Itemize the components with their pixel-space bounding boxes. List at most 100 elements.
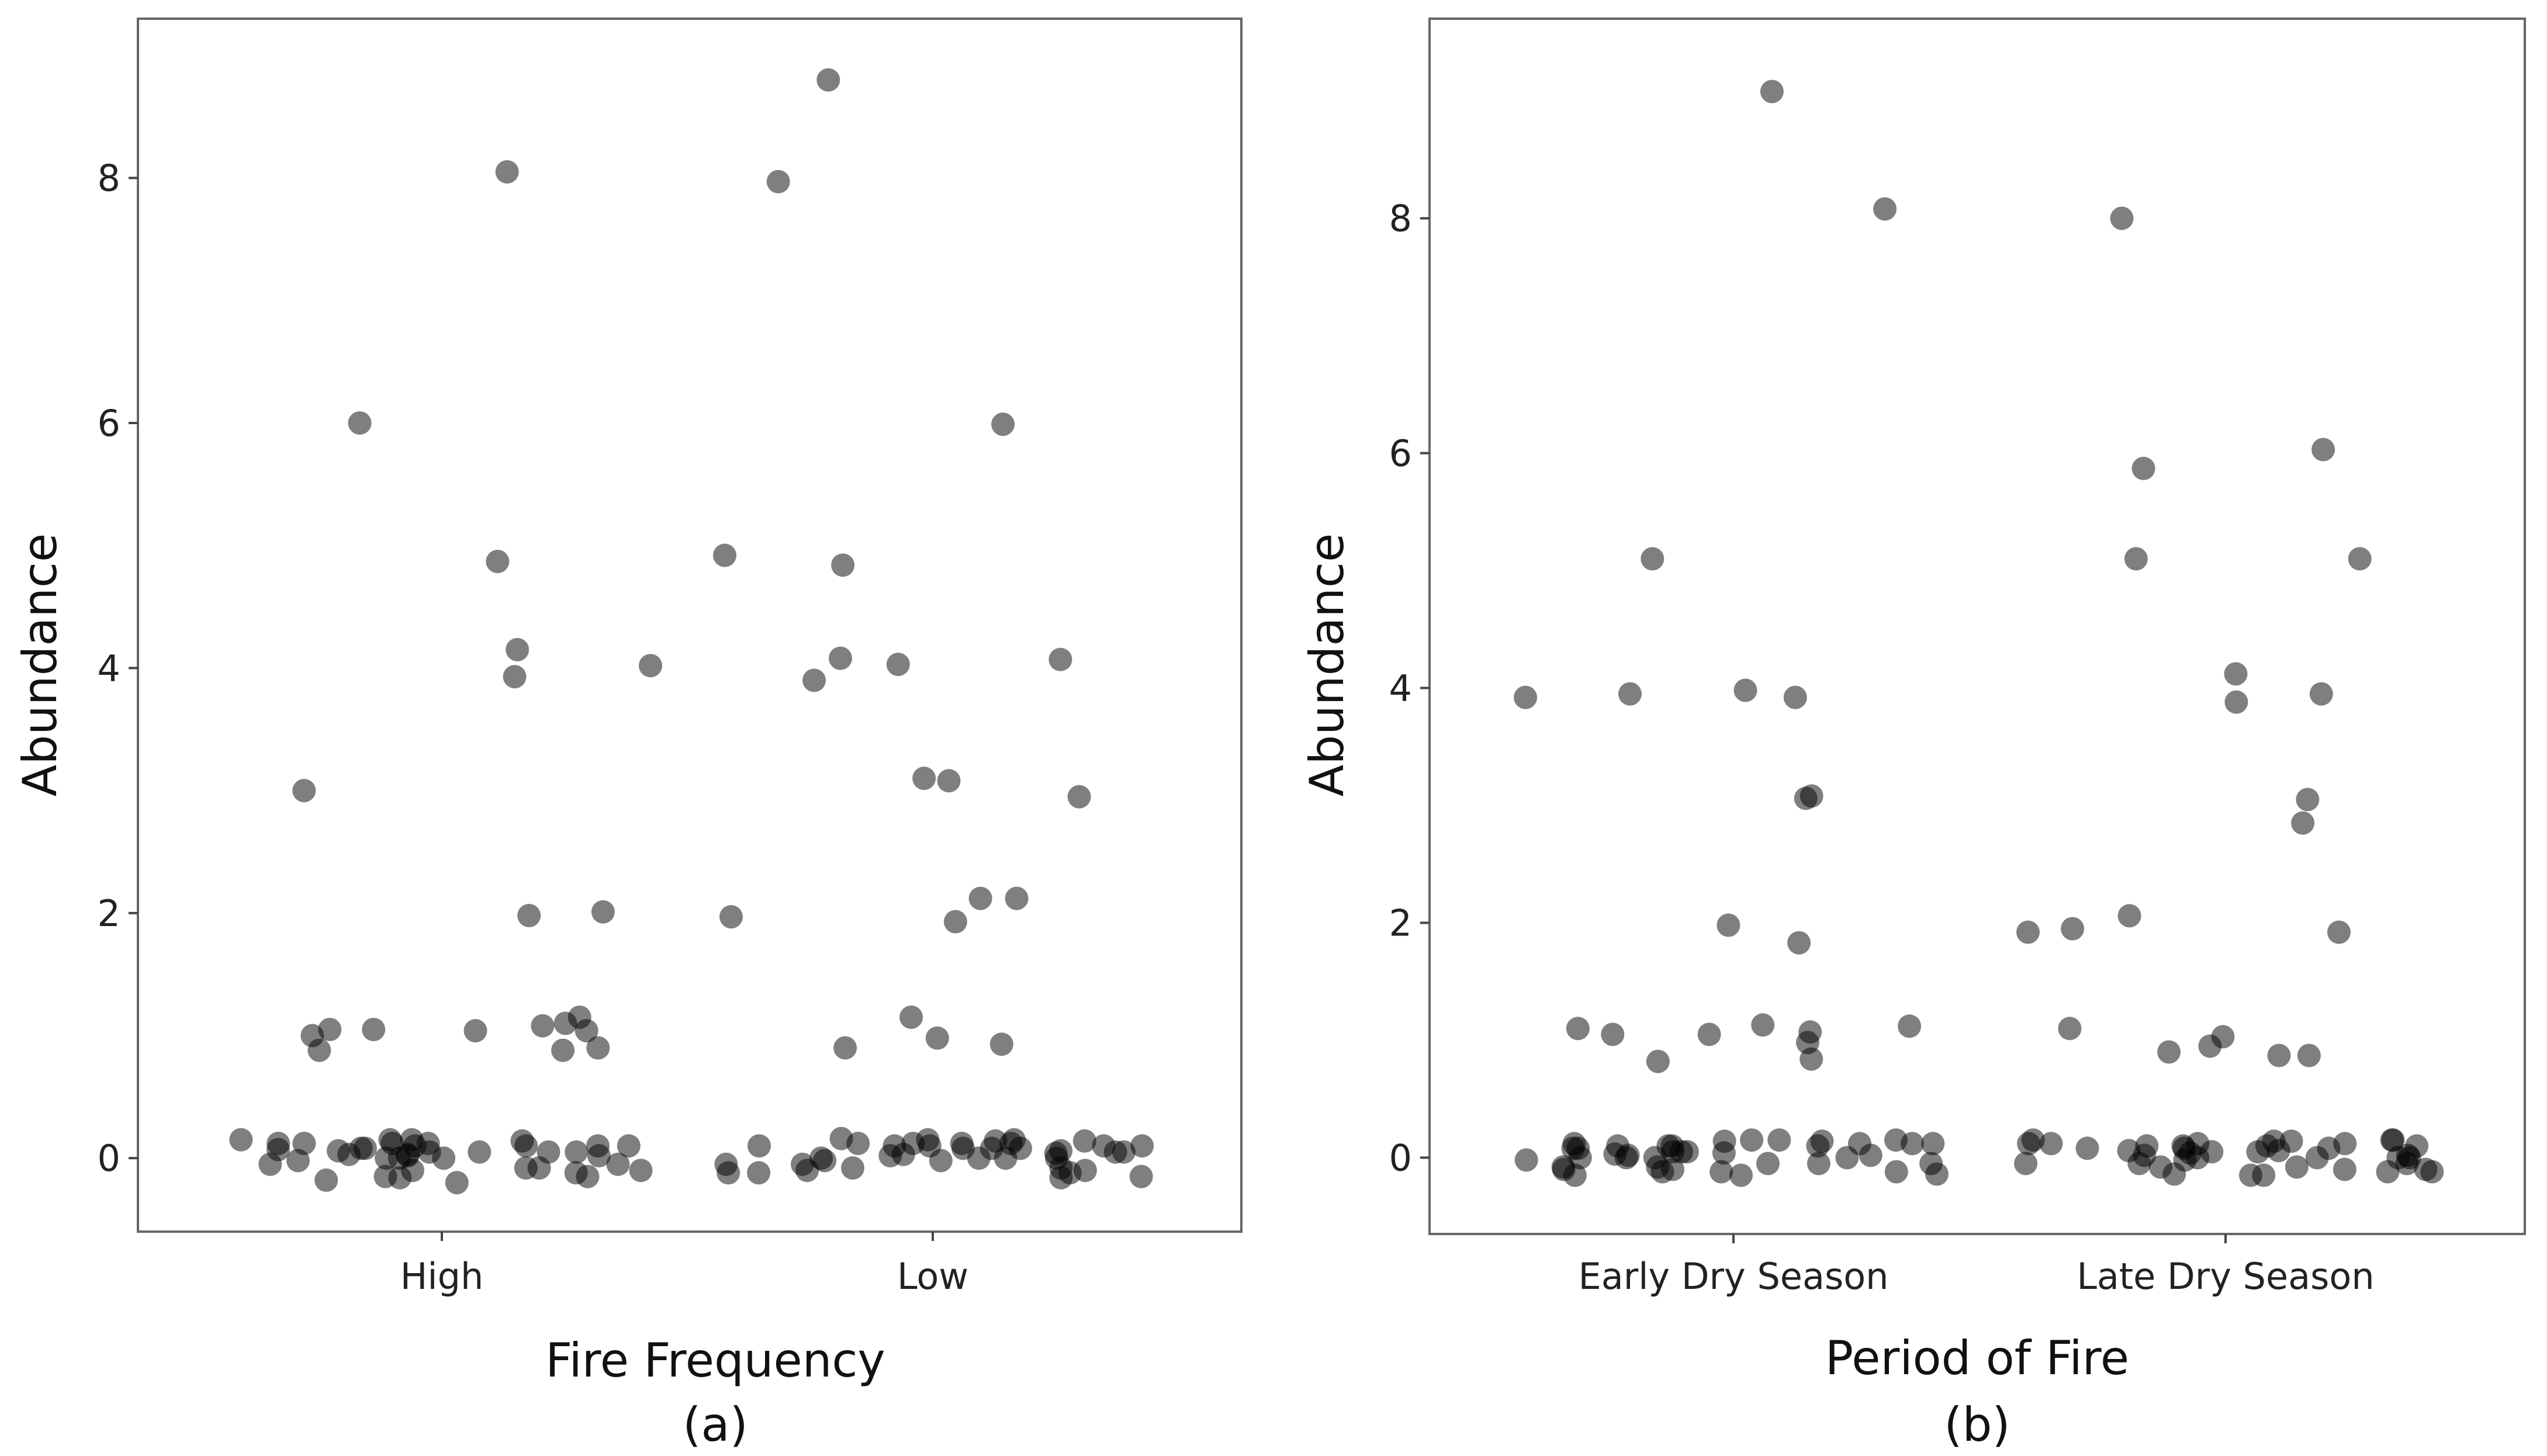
data-point: [307, 1038, 331, 1062]
data-point: [833, 1036, 857, 1060]
data-point: [2014, 1152, 2038, 1176]
panel-a-points: [229, 68, 1154, 1195]
data-point: [1925, 1162, 1949, 1186]
data-point: [1810, 1129, 1834, 1153]
data-point: [2333, 1157, 2356, 1181]
data-point: [912, 767, 936, 791]
data-point: [537, 1140, 560, 1164]
data-point: [1129, 1164, 1153, 1188]
data-point: [1712, 1129, 1736, 1153]
panel-a-y-tick-label-6: 6: [98, 402, 120, 445]
data-point: [791, 1152, 814, 1176]
data-point: [445, 1171, 469, 1195]
data-point: [2131, 456, 2155, 480]
panel-a-y-axis-title: Abundance: [13, 533, 67, 797]
data-point: [2110, 206, 2134, 230]
data-point: [1618, 682, 1642, 706]
data-point: [2296, 788, 2320, 812]
data-point: [586, 1036, 610, 1060]
data-point: [1898, 1014, 1922, 1038]
data-point: [816, 68, 840, 92]
data-point: [2178, 1141, 2202, 1165]
data-point: [2162, 1162, 2186, 1186]
data-point: [258, 1152, 282, 1176]
data-point: [846, 1132, 870, 1155]
data-point: [1643, 1146, 1667, 1170]
data-point: [1566, 1017, 1590, 1041]
panel-b-y-axis-title: Abundance: [1300, 533, 1354, 797]
panel-a-y-tick-label-8: 8: [98, 157, 120, 200]
data-point: [362, 1018, 386, 1041]
data-point: [713, 543, 736, 567]
panel-b: 0 2 4 6 8 Early Dry Season Late Dry Season Ab…: [1300, 18, 2526, 1452]
data-point: [968, 886, 992, 910]
data-point: [1921, 1132, 1945, 1156]
data-point: [551, 1038, 575, 1062]
data-point: [587, 1144, 611, 1167]
data-point: [1709, 1160, 1733, 1184]
data-point: [575, 1019, 598, 1043]
data-point: [1717, 913, 1740, 937]
panel-b-x-tick-label-0: Early Dry Season: [1579, 1255, 1889, 1298]
panel-b-y-axis: 0 2 4 6 8: [1389, 197, 1430, 1179]
data-point: [565, 1140, 589, 1164]
data-point: [2239, 1163, 2262, 1187]
panel-b-points: [1514, 79, 2444, 1187]
panel-a-label: (a): [683, 1398, 748, 1452]
data-point: [286, 1149, 310, 1173]
data-point: [1009, 1136, 1032, 1160]
data-point: [2327, 920, 2351, 944]
data-point: [1740, 1128, 1764, 1152]
data-point: [886, 653, 910, 677]
panel-b-x-axis-title: Period of Fire: [1825, 1331, 2129, 1385]
data-point: [2224, 662, 2248, 686]
data-point: [925, 1026, 949, 1050]
data-point: [1514, 1148, 1538, 1172]
data-point: [2133, 1143, 2157, 1167]
data-point: [1807, 1152, 1830, 1176]
data-point: [2198, 1034, 2222, 1058]
data-point: [348, 411, 372, 435]
data-point: [1551, 1155, 1575, 1179]
data-point: [2317, 1136, 2341, 1160]
panel-a-x-tick-label-1: Low: [897, 1255, 968, 1298]
data-point: [1756, 1152, 1780, 1176]
data-point: [714, 1152, 738, 1176]
panel-b-y-tick-label-4: 4: [1389, 667, 1412, 710]
data-point: [2016, 920, 2040, 944]
data-point: [2405, 1134, 2429, 1158]
data-point: [2039, 1132, 2063, 1156]
data-point: [1044, 1146, 1068, 1170]
panel-a-y-tick-label-0: 0: [98, 1137, 120, 1180]
data-point: [591, 900, 615, 924]
data-point: [1601, 1022, 1625, 1046]
data-point: [829, 646, 852, 670]
data-point: [2297, 1044, 2321, 1067]
data-point: [2348, 547, 2372, 571]
data-point: [1005, 886, 1029, 910]
data-point: [1787, 931, 1811, 955]
panel-b-x-tick-label-1: Late Dry Season: [2077, 1255, 2374, 1298]
data-point: [899, 1006, 923, 1029]
data-point: [943, 910, 967, 934]
data-point: [2279, 1129, 2303, 1153]
data-point: [1767, 1128, 1791, 1152]
data-point: [1646, 1049, 1670, 1073]
panel-a-x-axis: High Low: [400, 1232, 968, 1298]
data-point: [1733, 678, 1757, 702]
data-point: [1799, 1047, 1823, 1071]
panel-a-y-tick-label-2: 2: [98, 892, 120, 935]
data-point: [229, 1128, 253, 1152]
data-point: [1783, 685, 1807, 709]
data-point: [553, 1011, 577, 1035]
data-point: [1641, 547, 1664, 571]
data-point: [1072, 1129, 1096, 1153]
data-point: [514, 1156, 538, 1180]
data-point: [1616, 1143, 1640, 1167]
data-point: [766, 169, 790, 193]
data-point: [463, 1019, 487, 1043]
data-point: [719, 905, 743, 929]
data-point: [2075, 1136, 2099, 1160]
data-point: [747, 1161, 771, 1185]
